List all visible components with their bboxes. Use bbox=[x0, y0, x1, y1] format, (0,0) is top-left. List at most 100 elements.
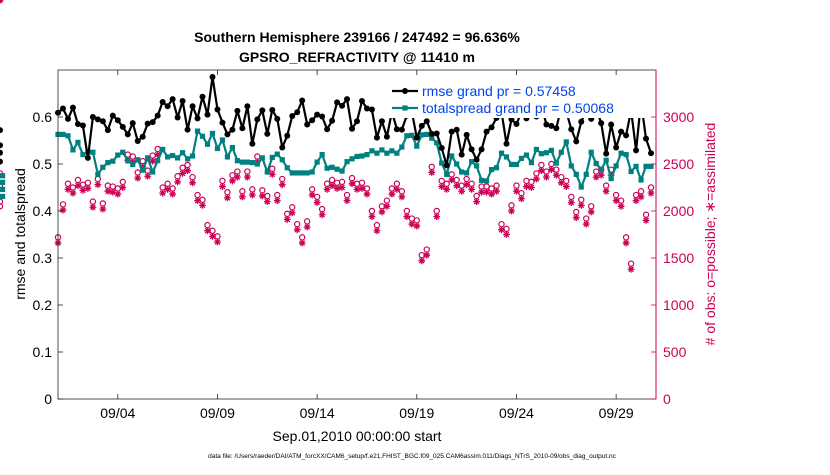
obs-assimilated-point bbox=[518, 195, 525, 203]
rmse-point bbox=[373, 134, 380, 141]
obs-assimilated-point bbox=[338, 184, 346, 191]
rmse-point bbox=[129, 120, 136, 127]
obs-assimilated-point bbox=[498, 226, 505, 234]
obs-assimilated-point bbox=[403, 213, 411, 221]
totalspread-point bbox=[498, 150, 505, 156]
x-tick-label: 09/29 bbox=[599, 405, 634, 421]
rmse-point bbox=[319, 113, 326, 120]
rmse-point bbox=[84, 154, 91, 161]
totalspread-point bbox=[0, 173, 6, 179]
totalspread-point bbox=[155, 158, 161, 164]
rmse-point bbox=[99, 118, 106, 125]
totalspread-point bbox=[548, 147, 554, 153]
totalspread-point bbox=[623, 152, 629, 158]
totalspread-point bbox=[239, 159, 245, 165]
obs-possible-point bbox=[0, 203, 4, 210]
obs-assimilated-point bbox=[388, 190, 396, 198]
rmse-point bbox=[294, 109, 301, 116]
totalspread-point bbox=[379, 147, 385, 153]
rmse-point bbox=[568, 126, 575, 133]
rmse-point bbox=[199, 93, 206, 100]
rmse-point bbox=[124, 131, 131, 138]
obs-assimilated-point bbox=[647, 189, 655, 197]
totalspread-point bbox=[464, 170, 470, 176]
totalspread-point bbox=[140, 167, 146, 173]
totalspread-point bbox=[389, 148, 395, 154]
rmse-point bbox=[269, 106, 276, 113]
rmse-point bbox=[284, 132, 291, 139]
totalspread-point bbox=[553, 160, 559, 166]
rmse-point bbox=[159, 98, 166, 105]
totalspread-point bbox=[105, 159, 111, 166]
totalspread-point bbox=[244, 159, 250, 165]
rmse-point bbox=[59, 105, 66, 112]
rmse-point bbox=[184, 126, 191, 133]
rmse-point bbox=[378, 118, 385, 125]
totalspread-point bbox=[424, 131, 430, 137]
y-right-tick-label: 2500 bbox=[663, 156, 694, 172]
rmse-point bbox=[169, 96, 176, 103]
rmse-point bbox=[144, 120, 151, 127]
totalspread-point bbox=[100, 164, 106, 170]
totalspread-point bbox=[434, 140, 440, 146]
obs-assimilated-point bbox=[632, 197, 640, 205]
chart-marks bbox=[0, 0, 655, 273]
chart-title-line1: Southern Hemisphere 239166 / 247492 = 96… bbox=[194, 29, 520, 45]
obs-assimilated-point bbox=[547, 166, 555, 174]
rmse-point bbox=[478, 146, 485, 153]
obs-assimilated-point bbox=[318, 211, 326, 219]
rmse-point bbox=[633, 147, 640, 154]
totalspread-point bbox=[254, 161, 260, 167]
rmse-point bbox=[204, 111, 211, 118]
totalspread-point bbox=[364, 152, 370, 158]
y-axis-right-label: # of obs: o=possible; ∗=assimilated bbox=[702, 123, 718, 346]
y-right-tick-label: 1500 bbox=[663, 250, 694, 266]
rmse-point bbox=[433, 130, 440, 137]
rmse-point bbox=[578, 118, 585, 125]
obs-assimilated-point bbox=[333, 185, 341, 192]
totalspread-point bbox=[344, 159, 350, 165]
totalspread-point bbox=[224, 154, 231, 160]
totalspread-point bbox=[80, 152, 86, 158]
totalspread-point bbox=[110, 158, 116, 164]
totalspread-point bbox=[573, 171, 579, 177]
obs-assimilated-point bbox=[428, 169, 436, 176]
obs-assimilated-point bbox=[293, 226, 301, 234]
rmse-point bbox=[139, 133, 146, 140]
rmse-point bbox=[254, 116, 261, 123]
rmse-point bbox=[0, 149, 3, 156]
totalspread-point bbox=[503, 154, 510, 160]
x-tick-label: 09/09 bbox=[200, 405, 235, 421]
totalspread-point bbox=[518, 155, 525, 161]
rmse-point bbox=[244, 103, 251, 110]
obs-assimilated-point bbox=[552, 171, 560, 179]
totalspread-point bbox=[369, 148, 375, 154]
obs-assimilated-point bbox=[458, 187, 466, 195]
totalspread-point bbox=[145, 155, 151, 161]
rmse-point bbox=[0, 127, 3, 134]
obs-assimilated-point bbox=[513, 187, 520, 195]
rmse-point bbox=[648, 150, 655, 157]
totalspread-point bbox=[219, 137, 226, 143]
y-left-tick-label: 0.1 bbox=[33, 344, 53, 360]
obs-assimilated-point bbox=[343, 197, 351, 205]
rmse-point bbox=[174, 114, 181, 121]
totalspread-point bbox=[613, 163, 619, 169]
obs-assimilated-point bbox=[577, 201, 585, 209]
rmse-point bbox=[94, 116, 101, 123]
obs-assimilated-point bbox=[373, 227, 381, 235]
rmse-point bbox=[393, 126, 400, 133]
rmse-point bbox=[513, 121, 520, 128]
obs-assimilated-point bbox=[313, 199, 321, 206]
totalspread-point bbox=[409, 132, 415, 138]
series-obs-assimilated bbox=[0, 0, 655, 273]
obs-assimilated-point bbox=[582, 220, 590, 228]
rmse-point bbox=[219, 119, 226, 126]
obs-assimilated-point bbox=[398, 193, 406, 201]
obs-assimilated-point bbox=[612, 197, 620, 205]
obs-assimilated-point bbox=[189, 179, 196, 187]
totalspread-point bbox=[618, 150, 624, 156]
totalspread-point bbox=[474, 163, 480, 169]
rmse-point bbox=[229, 126, 236, 133]
